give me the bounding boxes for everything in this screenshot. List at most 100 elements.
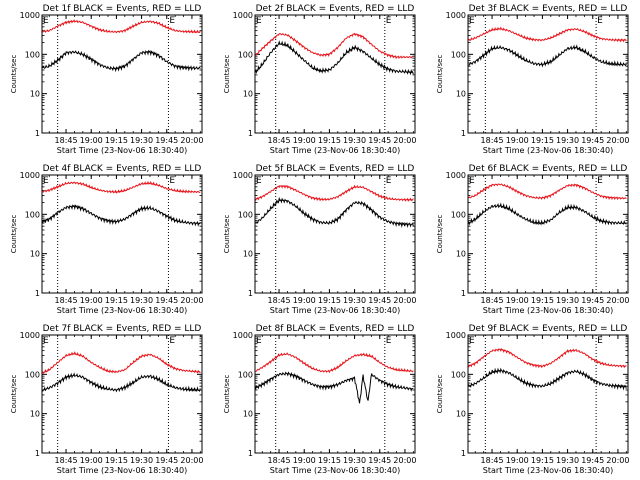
x-tick-label: 19:15 — [318, 456, 341, 465]
y-axis-label: Counts/sec — [10, 55, 18, 94]
event-marker-label: E — [469, 336, 475, 346]
x-tick-label: 19:00 — [293, 136, 316, 145]
x-axis-label: Start Time (23-Nov-06 18:30:40) — [57, 306, 187, 315]
series-line-lld — [468, 348, 627, 369]
event-marker-label: E — [43, 176, 49, 186]
series-line-lld — [255, 32, 414, 60]
y-tick-label: 10 — [456, 250, 466, 259]
x-tick-label: 18:45 — [268, 296, 291, 305]
series-line-lld — [468, 26, 627, 43]
x-tick-label: 20:00 — [606, 456, 629, 465]
event-marker-label: E — [597, 176, 603, 186]
y-tick-label: 100 — [451, 50, 466, 59]
y-tick-label: 10 — [30, 250, 40, 259]
x-tick-label: 19:30 — [130, 296, 153, 305]
series-line-lld — [42, 19, 201, 34]
x-tick-label: 19:45 — [368, 296, 391, 305]
chart-panel-2: Det 2f BLACK = Events, RED = LLD 1 10 100 10… — [223, 4, 416, 155]
y-tick-label: 100 — [451, 210, 466, 219]
x-tick-label: 18:45 — [55, 456, 78, 465]
event-marker-label: E — [43, 336, 49, 346]
x-tick-label: 19:45 — [155, 456, 178, 465]
x-tick-label: 18:45 — [481, 136, 504, 145]
x-tick-label: 19:15 — [318, 296, 341, 305]
x-tick-label: 19:45 — [368, 456, 391, 465]
y-tick-label: 1 — [461, 129, 466, 138]
x-tick-label: 19:15 — [105, 456, 128, 465]
chart-title: Det 9f BLACK = Events, RED = LLD — [469, 324, 628, 334]
x-tick-label: 19:00 — [80, 296, 103, 305]
x-axis-label: Start Time (23-Nov-06 18:30:40) — [57, 466, 187, 475]
event-marker-label: E — [256, 176, 262, 186]
plot-frame — [467, 334, 629, 454]
x-axis-label: Start Time (23-Nov-06 18:30:40) — [270, 306, 400, 315]
chart-title: Det 4f BLACK = Events, RED = LLD — [43, 164, 202, 174]
series-line-lld — [255, 352, 414, 374]
y-tick-label: 1 — [35, 449, 40, 458]
chart-panel-8: Det 8f BLACK = Events, RED = LLD 1 10 100 10… — [223, 324, 416, 475]
chart-panel-4: Det 4f BLACK = Events, RED = LLD 1 10 100 10… — [10, 164, 203, 315]
x-tick-label: 20:00 — [393, 296, 416, 305]
event-marker-label: E — [43, 16, 49, 26]
x-tick-label: 19:30 — [556, 456, 579, 465]
series-line-events — [255, 371, 414, 404]
x-tick-label: 19:45 — [368, 136, 391, 145]
x-tick-label: 19:30 — [343, 296, 366, 305]
x-tick-label: 19:45 — [581, 136, 604, 145]
y-tick-label: 1 — [35, 129, 40, 138]
x-axis-label: Start Time (23-Nov-06 18:30:40) — [57, 146, 187, 155]
chart-title: Det 5f BLACK = Events, RED = LLD — [256, 164, 415, 174]
y-tick-label: 1000 — [446, 331, 466, 340]
y-tick-label: 1000 — [233, 331, 253, 340]
event-marker-label: E — [169, 336, 175, 346]
chart-title: Det 2f BLACK = Events, RED = LLD — [256, 4, 415, 14]
chart-panel-5: Det 5f BLACK = Events, RED = LLD 1 10 100 10… — [223, 164, 416, 315]
event-marker-label: E — [386, 16, 392, 26]
y-tick-label: 1000 — [20, 331, 40, 340]
y-tick-label: 1 — [248, 129, 253, 138]
y-tick-label: 1000 — [20, 171, 40, 180]
x-tick-label: 19:15 — [531, 296, 554, 305]
y-tick-label: 1000 — [446, 11, 466, 20]
series-line-events — [468, 44, 627, 68]
x-tick-label: 18:45 — [481, 456, 504, 465]
x-tick-label: 19:00 — [506, 456, 529, 465]
event-marker-label: E — [386, 336, 392, 346]
chart-panel-3: Det 3f BLACK = Events, RED = LLD 1 10 100 10… — [436, 4, 629, 155]
x-tick-label: 19:30 — [556, 296, 579, 305]
x-tick-label: 19:30 — [343, 136, 366, 145]
event-marker-label: E — [256, 336, 262, 346]
plot-frame — [41, 334, 203, 454]
y-axis-label: Counts/sec — [223, 55, 231, 94]
x-axis-label: Start Time (23-Nov-06 18:30:40) — [483, 146, 613, 155]
y-tick-label: 100 — [238, 370, 253, 379]
x-tick-label: 18:45 — [55, 136, 78, 145]
y-tick-label: 100 — [238, 50, 253, 59]
event-marker-label: E — [386, 176, 392, 186]
x-tick-label: 19:15 — [105, 296, 128, 305]
x-tick-label: 20:00 — [606, 296, 629, 305]
x-tick-label: 19:30 — [130, 136, 153, 145]
y-tick-label: 1000 — [20, 11, 40, 20]
series-line-events — [255, 196, 414, 228]
x-axis-label: Start Time (23-Nov-06 18:30:40) — [483, 306, 613, 315]
plot-frame — [254, 174, 416, 294]
x-tick-label: 19:00 — [293, 296, 316, 305]
chart-panel-6: Det 6f BLACK = Events, RED = LLD 1 10 100 10… — [436, 164, 629, 315]
event-marker-label: E — [597, 336, 603, 346]
series-line-lld — [468, 183, 627, 201]
event-marker-label: E — [597, 16, 603, 26]
y-tick-label: 10 — [243, 410, 253, 419]
x-tick-label: 19:15 — [318, 136, 341, 145]
y-axis-label: Counts/sec — [223, 215, 231, 254]
y-tick-label: 1000 — [233, 171, 253, 180]
y-axis-label: Counts/sec — [223, 375, 231, 414]
series-line-events — [42, 372, 201, 393]
series-line-events — [468, 367, 627, 391]
y-tick-label: 1 — [248, 449, 253, 458]
y-tick-label: 1 — [35, 289, 40, 298]
event-marker-label: E — [169, 176, 175, 186]
y-tick-label: 10 — [243, 90, 253, 99]
series-line-lld — [42, 180, 201, 194]
chart-title: Det 7f BLACK = Events, RED = LLD — [43, 324, 202, 334]
